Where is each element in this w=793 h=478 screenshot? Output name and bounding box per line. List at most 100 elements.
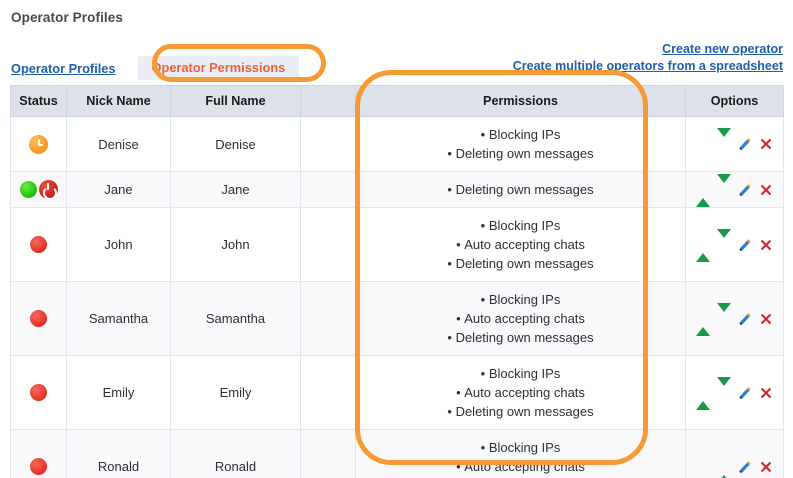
green-dot-icon — [19, 181, 37, 198]
move-down-icon[interactable] — [717, 173, 731, 198]
move-down-icon[interactable] — [717, 228, 731, 253]
status-indicator — [29, 134, 48, 154]
tab-operator-profiles[interactable]: Operator Profiles — [11, 61, 116, 76]
create-multiple-operators-link[interactable]: Create multiple operators from a spreads… — [512, 59, 783, 73]
permissions-list: Blocking IPsAuto accepting chatsDeleting… — [360, 216, 681, 273]
permission-item: Auto accepting chats — [360, 235, 681, 254]
move-up-icon[interactable] — [696, 311, 710, 336]
operators-table: Status Nick Name Full Name Permissions O… — [10, 85, 784, 478]
table-header: Status Nick Name Full Name Permissions O… — [10, 85, 784, 117]
cell-permissions: Blocking IPsDeleting own messages — [355, 116, 686, 172]
move-down-icon[interactable] — [717, 302, 731, 327]
cell-nick-name: Denise — [66, 116, 171, 172]
delete-icon[interactable] — [759, 183, 773, 197]
permission-item: Deleting own messages — [360, 402, 681, 421]
delete-icon[interactable] — [759, 460, 773, 474]
cell-blank — [300, 171, 356, 208]
cell-nick-name: Jane — [66, 171, 171, 208]
cell-blank — [300, 429, 356, 478]
edit-icon[interactable] — [738, 386, 752, 400]
permission-item: Blocking IPs — [360, 125, 681, 144]
move-up-icon[interactable] — [696, 182, 710, 207]
options-actions — [690, 302, 773, 336]
edit-icon[interactable] — [738, 137, 752, 151]
delete-icon[interactable] — [759, 386, 773, 400]
move-up-icon[interactable] — [696, 385, 710, 410]
cell-permissions: Blocking IPsAuto accepting chatsDeleting… — [355, 281, 686, 356]
top-action-links: Create new operator Create multiple oper… — [513, 41, 783, 75]
tab-bar: Operator Profiles Operator Permissions — [11, 56, 300, 80]
move-down-icon[interactable] — [717, 376, 731, 401]
permission-item: Deleting own messages — [360, 180, 681, 199]
permission-item: Auto accepting chats — [360, 309, 681, 328]
cell-permissions: Blocking IPsAuto accepting chatsDeleting… — [355, 207, 686, 282]
edit-icon[interactable] — [738, 460, 752, 474]
cell-options — [685, 429, 784, 478]
red-dot-icon — [30, 384, 47, 401]
move-down-icon[interactable] — [717, 128, 731, 152]
edit-icon[interactable] — [738, 312, 752, 326]
permission-item: Deleting own messages — [360, 328, 681, 347]
column-header-blank — [300, 85, 356, 117]
permission-item: Blocking IPs — [360, 290, 681, 309]
cell-permissions: Blocking IPsAuto accepting chatsDeleting… — [355, 429, 686, 478]
permissions-list: Blocking IPsAuto accepting chatsDeleting… — [360, 364, 681, 421]
move-up-icon[interactable] — [696, 237, 710, 262]
cell-blank — [300, 281, 356, 356]
cell-full-name: John — [170, 207, 301, 282]
permissions-list: Blocking IPsDeleting own messages — [360, 125, 681, 163]
page-title: Operator Profiles — [11, 10, 123, 25]
options-actions — [690, 173, 773, 207]
create-new-operator-link[interactable]: Create new operator — [662, 42, 783, 56]
cell-blank — [300, 355, 356, 430]
permissions-list: Blocking IPsAuto accepting chatsDeleting… — [360, 290, 681, 347]
move-up-icon[interactable] — [717, 459, 731, 478]
permissions-list: Blocking IPsAuto accepting chatsDeleting… — [360, 438, 681, 478]
cell-nick-name: John — [66, 207, 171, 282]
status-indicator — [19, 180, 58, 200]
cell-permissions: Blocking IPsAuto accepting chatsDeleting… — [355, 355, 686, 430]
column-header-permissions: Permissions — [355, 85, 686, 117]
cell-blank — [300, 207, 356, 282]
table-header-row: Status Nick Name Full Name Permissions O… — [10, 85, 784, 117]
column-header-nick-name: Nick Name — [66, 85, 171, 117]
cell-status — [10, 355, 67, 430]
delete-icon[interactable] — [759, 137, 773, 151]
cell-options — [685, 207, 784, 282]
column-header-options: Options — [685, 85, 784, 117]
delete-icon[interactable] — [759, 238, 773, 252]
delete-icon[interactable] — [759, 312, 773, 326]
permission-item: Auto accepting chats — [360, 457, 681, 476]
red-dot-icon — [30, 458, 47, 475]
permission-item: Deleting own messages — [360, 144, 681, 163]
options-actions — [690, 228, 773, 262]
cell-options — [685, 355, 784, 430]
edit-icon[interactable] — [738, 183, 752, 197]
permission-item: Blocking IPs — [360, 364, 681, 383]
cell-options — [685, 116, 784, 172]
edit-icon[interactable] — [738, 238, 752, 252]
permissions-list: Deleting own messages — [360, 180, 681, 199]
cell-blank — [300, 116, 356, 172]
permission-item: Blocking IPs — [360, 438, 681, 457]
cell-nick-name: Ronald — [66, 429, 171, 478]
cell-full-name: Ronald — [170, 429, 301, 478]
cell-options — [685, 281, 784, 356]
cell-status — [10, 171, 67, 208]
cell-full-name: Samantha — [170, 281, 301, 356]
column-header-full-name: Full Name — [170, 85, 301, 117]
options-actions — [690, 128, 773, 153]
clock-icon — [29, 134, 48, 154]
status-indicator — [30, 236, 47, 253]
cell-status — [10, 281, 67, 356]
power-off-icon[interactable] — [38, 180, 58, 200]
tab-operator-permissions[interactable]: Operator Permissions — [137, 56, 300, 80]
options-actions — [690, 458, 773, 478]
red-dot-icon — [30, 310, 47, 327]
cell-nick-name: Samantha — [66, 281, 171, 356]
